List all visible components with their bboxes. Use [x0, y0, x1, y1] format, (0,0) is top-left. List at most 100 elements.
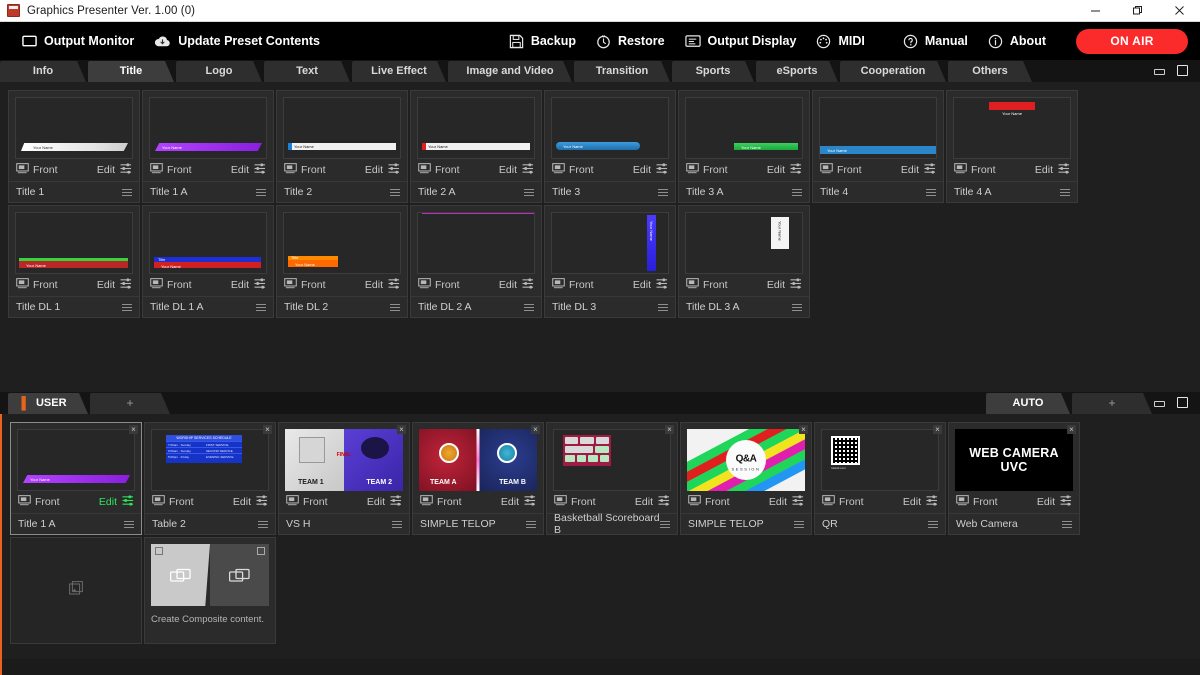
card-menu-icon[interactable]	[658, 303, 668, 311]
preset-card[interactable]: × roland.com Front Edit QR	[814, 422, 946, 535]
edit-button[interactable]: Edit	[97, 278, 132, 292]
tab-cooperation[interactable]: Cooperation	[840, 61, 946, 82]
settings-slider-icon[interactable]	[390, 495, 402, 509]
edit-button[interactable]: Edit	[767, 163, 802, 177]
close-icon[interactable]: ×	[1067, 425, 1076, 434]
edit-button[interactable]: Edit	[97, 163, 132, 177]
edit-button[interactable]: Edit	[99, 495, 134, 509]
front-button[interactable]: Front	[18, 495, 60, 509]
front-button[interactable]: Front	[686, 163, 728, 177]
card-preview[interactable]: Your Name	[953, 97, 1071, 159]
settings-slider-icon[interactable]	[120, 278, 132, 292]
front-button[interactable]: Front	[688, 495, 730, 509]
tab-others[interactable]: Others	[948, 61, 1032, 82]
edit-button[interactable]: Edit	[767, 278, 802, 292]
tab-transition[interactable]: Transition	[574, 61, 670, 82]
close-icon[interactable]: ×	[397, 425, 406, 434]
panel-maximize-icon[interactable]	[1177, 64, 1188, 76]
output-monitor-button[interactable]: Output Monitor	[12, 22, 144, 60]
card-menu-icon[interactable]	[122, 303, 132, 311]
card-preview[interactable]	[553, 429, 671, 491]
settings-slider-icon[interactable]	[924, 163, 936, 177]
edit-button[interactable]: Edit	[635, 495, 670, 509]
settings-slider-icon[interactable]	[388, 163, 400, 177]
front-button[interactable]: Front	[820, 163, 862, 177]
manual-button[interactable]: Manual	[893, 22, 978, 60]
minimize-icon[interactable]	[1074, 0, 1116, 22]
preset-card[interactable]: Your Name Front Edit Title DL 3	[544, 205, 676, 318]
card-preview[interactable]: FINAL TEAM 1 TEAM 2	[285, 429, 403, 491]
create-composite-card[interactable]: Create Composite content.	[144, 537, 276, 644]
front-button[interactable]: Front	[16, 278, 58, 292]
card-preview[interactable]: Your Name	[15, 212, 133, 274]
front-button[interactable]: Front	[686, 278, 728, 292]
preset-card[interactable]: Title Your Name Front Edit Title DL 2	[276, 205, 408, 318]
preset-card[interactable]: × WEB CAMERA UVC Front Edit Web Camera	[948, 422, 1080, 535]
edit-button[interactable]: Edit	[499, 278, 534, 292]
close-icon[interactable]: ×	[263, 425, 272, 434]
card-menu-icon[interactable]	[1062, 520, 1072, 528]
preset-card[interactable]: × Your Name Front Edit Title 1 A	[10, 422, 142, 535]
card-preview[interactable]: Your Name	[685, 212, 803, 274]
card-menu-icon[interactable]	[258, 520, 268, 528]
preset-card[interactable]: —Your Name Front Edit Title DL 2 A	[410, 205, 542, 318]
tab-title[interactable]: Title	[88, 61, 174, 82]
card-preview[interactable]: Q&A SESSION	[687, 429, 805, 491]
close-icon[interactable]: ×	[799, 425, 808, 434]
settings-slider-icon[interactable]	[122, 495, 134, 509]
card-menu-icon[interactable]	[392, 520, 402, 528]
preset-card[interactable]: × FINAL TEAM 1 TEAM 2 Front Edit	[278, 422, 410, 535]
card-preview[interactable]: Your Name	[551, 97, 669, 159]
close-icon[interactable]: ×	[129, 425, 138, 434]
panel-maximize-icon[interactable]	[1177, 396, 1188, 408]
card-menu-icon[interactable]	[256, 303, 266, 311]
close-icon[interactable]	[1158, 0, 1200, 22]
card-preview[interactable]: WORSHIP SERVICES SCHEDULE 7:00am · Sunda…	[151, 429, 269, 491]
front-button[interactable]: Front	[150, 163, 192, 177]
settings-slider-icon[interactable]	[524, 495, 536, 509]
tab-add-user[interactable]: +	[90, 393, 170, 414]
preset-card[interactable]: Your Name Front Edit Title 4 A	[946, 90, 1078, 203]
edit-button[interactable]: Edit	[633, 163, 668, 177]
front-button[interactable]: Front	[284, 163, 326, 177]
preset-card[interactable]: Your Name Front Edit Title 3 A	[678, 90, 810, 203]
preset-card[interactable]: × Q&A SESSION Front Edit SIMPLE TELOP	[680, 422, 812, 535]
tab-logo[interactable]: Logo	[176, 61, 262, 82]
preset-card[interactable]: Your Name Front Edit Title 4	[812, 90, 944, 203]
front-button[interactable]: Front	[552, 278, 594, 292]
settings-slider-icon[interactable]	[1058, 163, 1070, 177]
tab-text[interactable]: Text	[264, 61, 350, 82]
card-menu-icon[interactable]	[390, 188, 400, 196]
card-preview[interactable]: Your Name	[417, 97, 535, 159]
edit-button[interactable]: Edit	[901, 163, 936, 177]
card-menu-icon[interactable]	[792, 303, 802, 311]
front-button[interactable]: Front	[150, 278, 192, 292]
front-button[interactable]: Front	[152, 495, 194, 509]
front-button[interactable]: Front	[552, 163, 594, 177]
front-button[interactable]: Front	[554, 495, 596, 509]
card-menu-icon[interactable]	[390, 303, 400, 311]
preset-card[interactable]: Your Name Front Edit Title 1	[8, 90, 140, 203]
edit-button[interactable]: Edit	[633, 278, 668, 292]
preset-card[interactable]: Your Name Front Edit Title DL 1	[8, 205, 140, 318]
settings-slider-icon[interactable]	[254, 163, 266, 177]
card-preview[interactable]: Your Name	[283, 97, 401, 159]
front-button[interactable]: Front	[284, 278, 326, 292]
card-menu-icon[interactable]	[792, 188, 802, 196]
card-menu-icon[interactable]	[124, 520, 134, 528]
card-preview[interactable]: Your Name	[149, 97, 267, 159]
tab-live-effect[interactable]: Live Effect	[352, 61, 446, 82]
preset-card[interactable]: Your Name Front Edit Title 3	[544, 90, 676, 203]
tab-sports[interactable]: Sports	[672, 61, 754, 82]
preset-card[interactable]: Your Name Front Edit Title 2 A	[410, 90, 542, 203]
preset-card[interactable]: Your Name Front Edit Title 2	[276, 90, 408, 203]
tab-auto[interactable]: AUTO	[986, 393, 1070, 414]
edit-button[interactable]: Edit	[499, 163, 534, 177]
edit-button[interactable]: Edit	[1035, 163, 1070, 177]
preset-card[interactable]: Your Name Front Edit Title DL 3 A	[678, 205, 810, 318]
card-preview[interactable]: Your Name	[819, 97, 937, 159]
card-menu-icon[interactable]	[1060, 188, 1070, 196]
front-button[interactable]: Front	[822, 495, 864, 509]
card-preview[interactable]: —Your Name	[417, 212, 535, 274]
card-menu-icon[interactable]	[524, 188, 534, 196]
